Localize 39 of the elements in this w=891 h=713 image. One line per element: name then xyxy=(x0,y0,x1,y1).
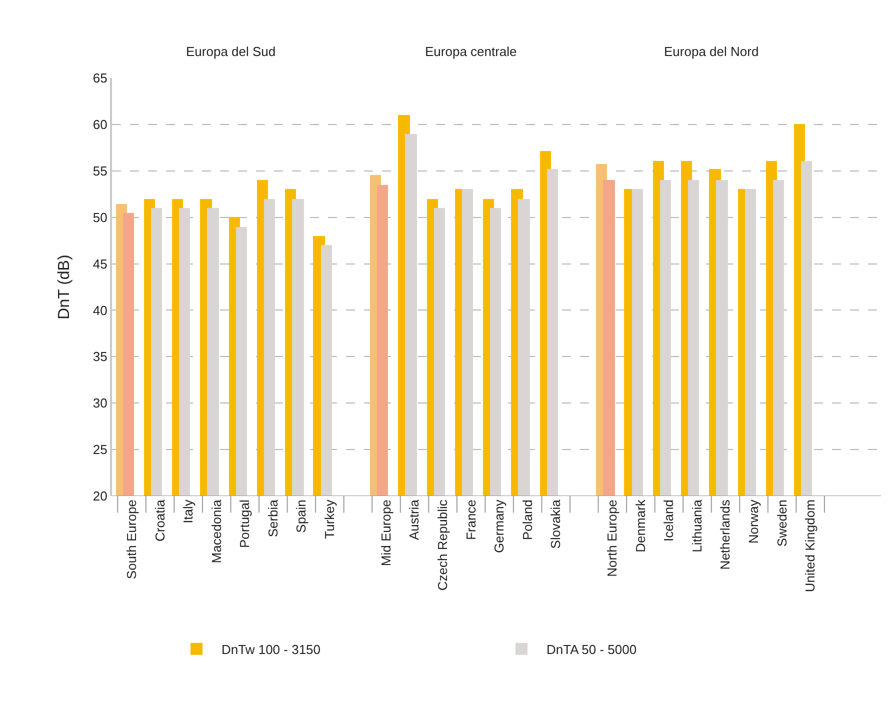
x-tick-label: United Kingdom xyxy=(802,500,818,592)
x-tick-label: Spain xyxy=(294,500,309,533)
text: Europa del Nord xyxy=(664,44,759,59)
x-tick-label: Serbia xyxy=(265,498,280,538)
text: Europa del Sud xyxy=(186,44,276,59)
text: Europa centrale xyxy=(425,44,517,59)
x-tick-label: Poland xyxy=(520,500,535,540)
x-tick-label: Mid Europe xyxy=(378,500,394,566)
x-tick-label: Iceland xyxy=(661,500,676,542)
y-tick-label: 30 xyxy=(92,396,108,411)
y-tick-label: 55 xyxy=(92,163,108,178)
y-tick-label: 40 xyxy=(92,302,108,318)
x-tick-label: North Europe xyxy=(604,500,620,577)
x-tick-label: South Europe xyxy=(124,500,140,580)
y-tick-label: 25 xyxy=(92,442,108,458)
x-tick-label: Germany xyxy=(492,499,507,554)
legend-label: DnTA 50 - 5000 xyxy=(546,642,637,657)
y-tick-label: 60 xyxy=(92,116,108,132)
x-tick-label: Denmark xyxy=(632,499,648,552)
x-tick-label: Czech Republic xyxy=(435,499,450,591)
x-tick-label: Turkey xyxy=(322,499,337,539)
x-tick-label: Sweden xyxy=(774,500,790,547)
x-tick-label: Slovakia xyxy=(548,498,564,549)
x-tick-label: France xyxy=(463,500,478,540)
x-tick-label: Italy xyxy=(180,499,196,524)
y-tick-label: 50 xyxy=(92,210,108,225)
y-axis-title: DnT (dB) xyxy=(56,254,73,320)
x-tick-label: Netherlands xyxy=(718,499,733,570)
x-tick-label: Portugal xyxy=(237,499,252,548)
y-tick-label: 20 xyxy=(92,488,108,504)
x-tick-label: Austria xyxy=(406,498,422,540)
x-tick-label: Lithuania xyxy=(689,498,704,552)
x-tick-label: Macedonia xyxy=(208,498,224,564)
legend-label: DnTw 100 - 3150 xyxy=(222,642,321,657)
y-tick-label: 35 xyxy=(92,349,108,364)
y-tick-label: 45 xyxy=(92,256,108,272)
y-tick-label: 65 xyxy=(92,70,108,86)
x-tick-label: Croatia xyxy=(152,498,168,542)
x-tick-label: Norway xyxy=(746,499,762,544)
